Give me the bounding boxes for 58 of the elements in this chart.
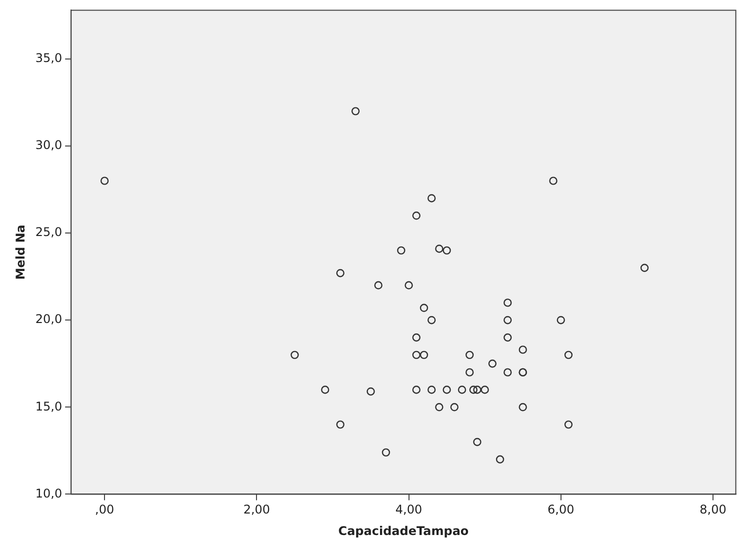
x-tick-label: 4,00: [395, 502, 422, 517]
point: [428, 386, 436, 394]
point: [321, 386, 330, 394]
point: [466, 368, 474, 376]
point: [504, 333, 512, 342]
point: [564, 350, 573, 360]
point: [480, 386, 489, 394]
x-tick-label: ,00: [95, 502, 114, 517]
point: [556, 316, 565, 324]
point: [428, 316, 436, 324]
x-tick-label: 2,00: [243, 502, 270, 517]
point: [518, 403, 527, 412]
point: [518, 346, 527, 354]
point: [336, 420, 344, 429]
point: [420, 350, 428, 360]
y-tick-label: 10,0: [35, 486, 62, 500]
point: [336, 268, 344, 278]
point: [473, 386, 482, 394]
point: [435, 403, 444, 412]
y-tick-label: 30,0: [35, 138, 62, 152]
y-tick-label: 25,0: [35, 225, 62, 240]
point: [469, 386, 478, 394]
point: [404, 281, 413, 290]
point: [100, 176, 109, 185]
y-tick-label: 35,0: [35, 51, 62, 66]
point: [290, 350, 299, 360]
y-tick-label: 15,0: [35, 399, 62, 414]
point: [412, 350, 420, 360]
point: [458, 386, 466, 394]
point: [504, 298, 512, 307]
point: [549, 176, 558, 185]
y-axis-title: Meld Na: [13, 224, 28, 280]
x-tick-label: 6,00: [548, 502, 574, 517]
x-tick-label: 8,00: [700, 502, 726, 517]
point: [496, 455, 504, 464]
point: [351, 107, 360, 116]
point: [473, 438, 482, 446]
point: [412, 386, 420, 394]
point: [442, 386, 451, 394]
point: [640, 264, 649, 272]
point: [374, 281, 382, 290]
point: [564, 420, 573, 429]
point: [442, 246, 451, 255]
point: [382, 448, 390, 457]
point: [450, 403, 459, 412]
point: [488, 360, 497, 368]
point: [466, 350, 474, 360]
point: [428, 194, 436, 202]
point: [504, 368, 512, 376]
point: [435, 244, 444, 253]
y-tick-label: 20,0: [35, 312, 62, 326]
point: [412, 212, 420, 220]
x-axis-title: CapacidadeTampao: [338, 524, 469, 538]
point: [420, 304, 428, 312]
point: [366, 387, 375, 396]
point: [412, 333, 420, 342]
point: [504, 316, 512, 324]
point: [397, 246, 406, 255]
